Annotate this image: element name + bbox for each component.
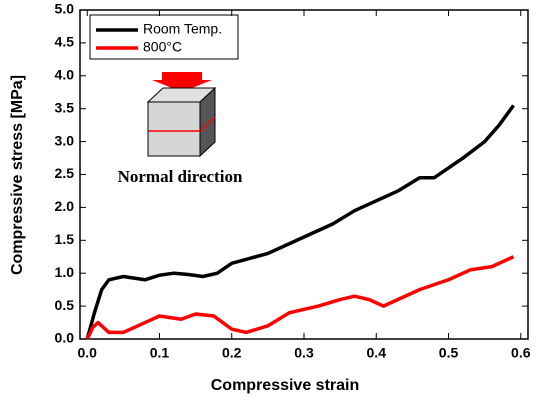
x-tick-label: 0.4 <box>367 345 387 361</box>
line-series <box>85 104 515 340</box>
y-tick-label: 3.0 <box>55 132 75 148</box>
y-tick-label: 0.5 <box>55 297 75 313</box>
y-tick-label: 2.5 <box>55 165 75 181</box>
y-tick-label: 4.5 <box>55 34 75 50</box>
x-tick-label: 0.0 <box>77 345 97 361</box>
x-axis-title: Compressive strain <box>211 377 360 394</box>
y-tick-label: 1.5 <box>55 231 75 247</box>
y-tick-label: 3.5 <box>55 99 75 115</box>
y-tick-label: 2.0 <box>55 198 75 214</box>
x-tick-label: 0.1 <box>150 345 170 361</box>
x-tick-label: 0.3 <box>294 345 314 361</box>
x-tick-label: 0.6 <box>511 345 531 361</box>
y-axis-title: Compressive stress [MPa] <box>9 75 26 275</box>
legend-box <box>89 14 239 60</box>
legend-label: 800°C <box>143 39 182 55</box>
y-tick-label: 4.0 <box>55 67 75 83</box>
legend-label: Room Temp. <box>143 21 222 37</box>
y-tick-label: 0.0 <box>55 330 75 346</box>
annotation: Normal direction <box>118 167 243 186</box>
x-tick-label: 0.5 <box>439 345 459 361</box>
y-tick-label: 1.0 <box>55 264 75 280</box>
cube-illustration <box>146 72 217 158</box>
x-tick-label: 0.2 <box>222 345 242 361</box>
line-series <box>85 255 515 340</box>
y-tick-label: 5.0 <box>55 1 75 17</box>
